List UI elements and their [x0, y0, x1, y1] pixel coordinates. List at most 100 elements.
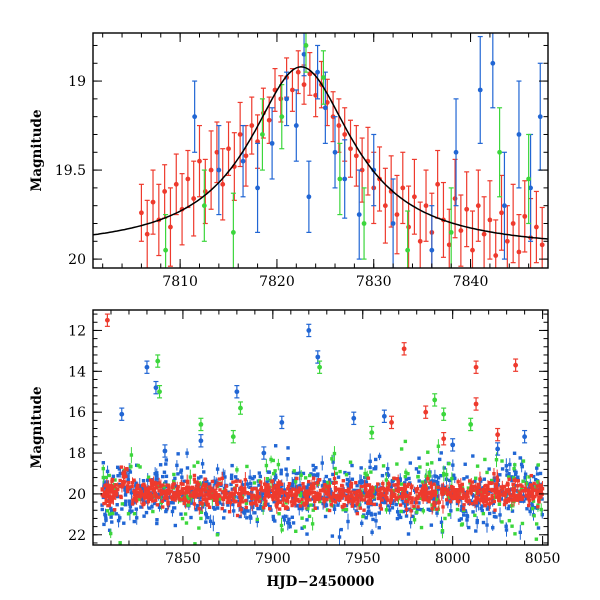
measurement [369, 425, 375, 440]
baseline-point [194, 507, 198, 512]
baseline-point [507, 491, 511, 495]
baseline-point [272, 500, 276, 504]
baseline-point [360, 481, 364, 485]
series-1 [192, 33, 543, 268]
baseline-point [266, 502, 270, 506]
baseline-point [425, 462, 430, 466]
baseline-point [287, 482, 292, 486]
measurement [390, 178, 396, 268]
baseline-point [398, 503, 403, 507]
baseline-point [237, 503, 241, 508]
baseline-point [532, 481, 536, 486]
data-point [185, 176, 191, 182]
baseline-point [399, 486, 403, 491]
baseline-point [279, 468, 283, 472]
x-tick-label: 7840 [453, 274, 489, 290]
baseline-point [238, 479, 242, 483]
baseline-point [266, 483, 270, 487]
baseline-point [267, 470, 271, 474]
measurement [464, 171, 470, 248]
measurement [293, 89, 299, 162]
baseline-point [479, 506, 483, 511]
baseline-point [142, 514, 146, 518]
baseline-point [429, 490, 434, 494]
baseline-point [369, 470, 373, 474]
baseline-point [459, 508, 464, 512]
baseline-point [164, 462, 168, 466]
baseline-point [261, 489, 266, 493]
baseline-point [314, 465, 318, 470]
baseline-point [390, 479, 394, 484]
baseline-point [100, 507, 104, 512]
x-axis-label: HJD−2450000 [267, 574, 375, 590]
baseline-point [233, 487, 237, 491]
data-point [243, 153, 249, 159]
baseline-point [364, 488, 368, 492]
baseline-point [152, 491, 157, 495]
baseline-point [157, 489, 161, 493]
baseline-point [383, 500, 387, 505]
baseline-point [144, 510, 149, 515]
measurement [406, 185, 412, 268]
baseline-point [230, 463, 234, 468]
baseline-point [286, 446, 290, 450]
baseline-point [312, 490, 317, 495]
baseline-point [283, 490, 287, 494]
baseline-point [356, 497, 360, 502]
baseline-point [536, 480, 540, 484]
baseline-point [414, 467, 419, 471]
data-point [495, 446, 501, 452]
data-point [405, 247, 411, 253]
baseline-point [481, 511, 486, 516]
baseline-point [529, 473, 534, 478]
baseline-point [189, 515, 193, 520]
baseline-point [274, 475, 278, 480]
baseline-point [462, 503, 466, 507]
baseline-point [151, 509, 155, 514]
baseline-point [136, 463, 140, 468]
data-point [487, 217, 493, 223]
baseline-point [419, 491, 423, 496]
baseline-point [404, 490, 409, 495]
data-point [306, 328, 312, 333]
baseline-point [499, 493, 503, 497]
baseline-point [408, 491, 412, 496]
baseline-point [525, 507, 529, 511]
baseline-point [261, 506, 266, 510]
baseline-point [109, 509, 114, 513]
baseline-point [169, 495, 173, 499]
baseline-point [114, 493, 119, 497]
baseline-point [170, 485, 175, 489]
baseline-point [493, 482, 498, 487]
baseline-point [238, 499, 243, 503]
baseline-point [173, 484, 178, 488]
measurement [173, 153, 179, 216]
baseline-point [179, 468, 184, 472]
baseline-point [349, 499, 353, 503]
baseline-point [460, 496, 465, 500]
baseline-point [427, 470, 431, 475]
data-point [220, 181, 226, 187]
baseline-point [207, 482, 212, 486]
baseline-point [176, 452, 180, 456]
baseline-point [511, 482, 515, 487]
baseline-point [173, 498, 177, 502]
data-point [144, 231, 150, 237]
baseline-point [366, 476, 371, 480]
baseline-point [407, 495, 412, 499]
baseline-point [111, 474, 116, 479]
baseline-point [414, 487, 418, 491]
baseline-point [489, 478, 494, 483]
baseline-point [217, 497, 222, 501]
data-point [516, 132, 522, 137]
baseline-point [288, 489, 292, 493]
baseline-point [167, 496, 172, 500]
plot-area [100, 313, 545, 545]
baseline-point [277, 492, 281, 497]
baseline-point [344, 473, 349, 477]
baseline-point [499, 497, 504, 501]
baseline-point [398, 494, 403, 499]
baseline-point [416, 505, 420, 509]
baseline-point [210, 479, 215, 484]
measurement [226, 121, 232, 177]
